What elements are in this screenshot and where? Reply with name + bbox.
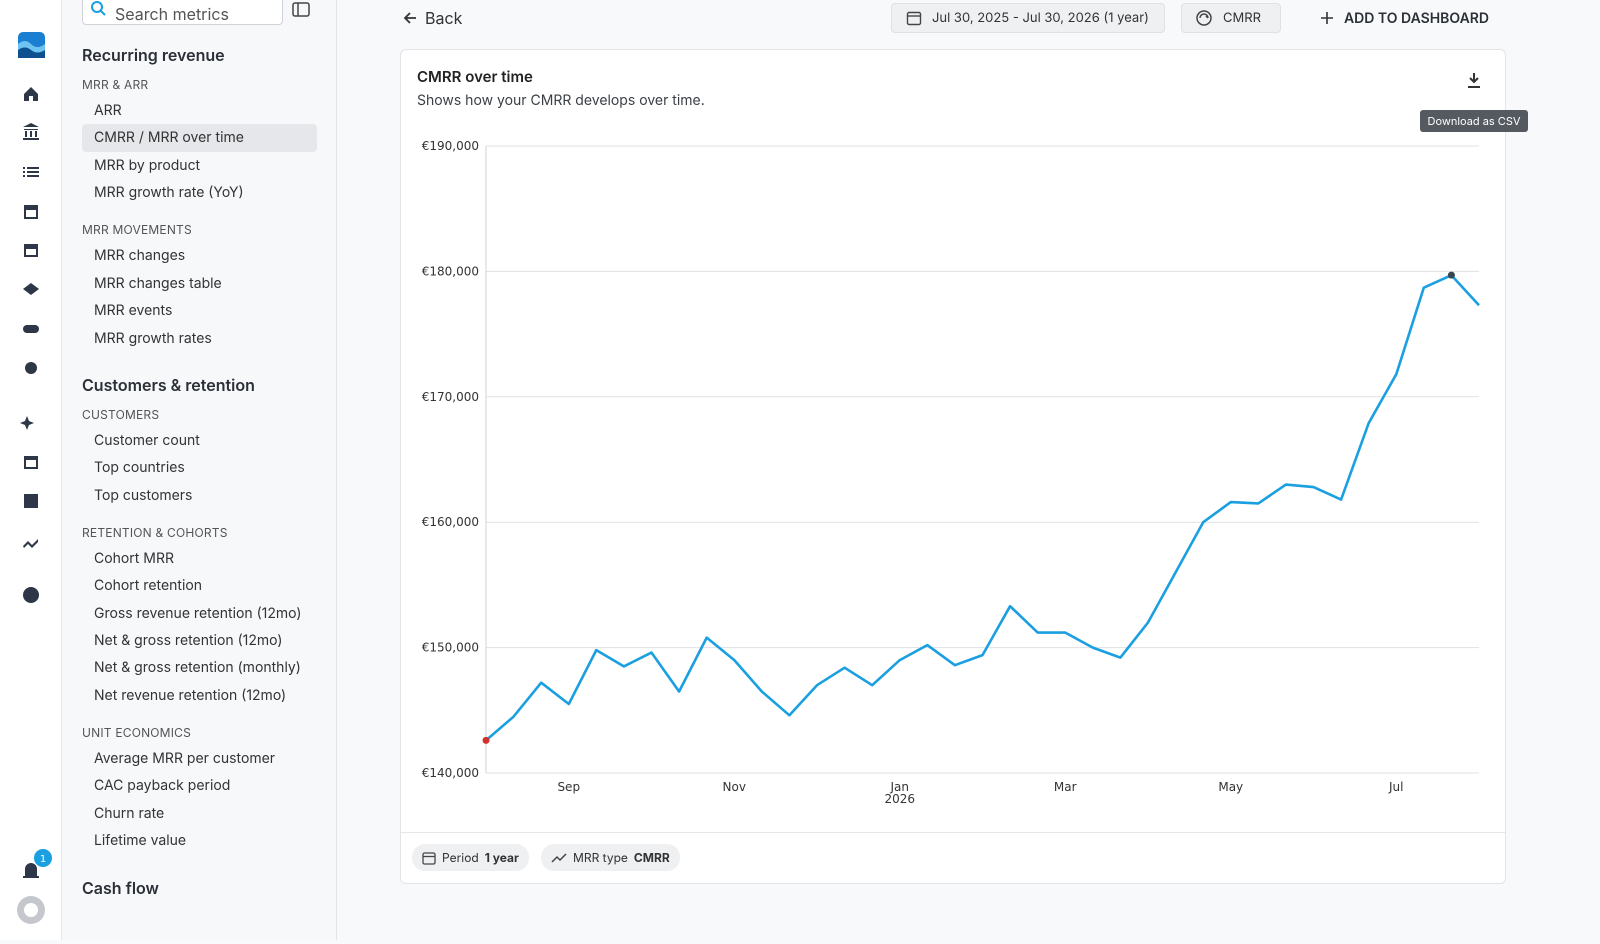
section-title: Customers & retention <box>82 374 255 395</box>
x-tick-label: Nov <box>723 780 746 794</box>
calendar-icon <box>906 11 922 26</box>
plus-icon <box>1321 12 1333 24</box>
group-title: MRR & ARR <box>82 77 149 92</box>
search-input[interactable]: Search metrics <box>82 0 283 25</box>
nav-item[interactable]: Customer count <box>94 431 200 449</box>
icon-rail: 1 <box>0 0 62 940</box>
nav-item[interactable]: Churn rate <box>94 804 165 822</box>
nav-item[interactable]: MRR growth rate (YoY) <box>94 184 244 202</box>
nav-item[interactable]: Top customers <box>94 486 193 504</box>
date-range-button[interactable]: Jul 30, 2025 - Jul 30, 2026 (1 year) <box>891 3 1165 33</box>
nav-item[interactable]: Lifetime value <box>94 832 187 850</box>
nav-item[interactable]: Gross revenue retention (12mo) <box>94 604 302 622</box>
nav-item[interactable]: Net & gross retention (12mo) <box>94 632 283 650</box>
mrr-type-chip[interactable]: MRR type CMRR <box>541 844 680 871</box>
nav-item[interactable]: Average MRR per customer <box>94 750 276 768</box>
line-chart: €140,000 €150,000 €160,000 €170,000 €180,000… <box>422 139 1480 806</box>
group-title: MRR MOVEMENTS <box>82 222 192 238</box>
sidebar-toggle[interactable] <box>292 2 310 18</box>
y-tick-label: €160,000 <box>422 515 479 529</box>
date-range: Jul 30, 2025 - Jul 30, 2026 (1 year) <box>932 10 1149 26</box>
nav-item[interactable]: Cohort MRR <box>94 549 174 567</box>
max-marker <box>1447 271 1455 279</box>
nav-item[interactable]: MRR growth rates <box>94 329 212 347</box>
nav-item[interactable]: Net & gross retention (monthly) <box>94 659 301 677</box>
x-tick-label: May <box>1218 780 1243 794</box>
period-label: Period <box>442 850 479 865</box>
group-title: CUSTOMERS <box>82 406 160 422</box>
start-marker <box>482 736 490 744</box>
cmrr-line <box>485 273 1480 742</box>
x-tick-label: Jan <box>890 780 910 794</box>
download-button[interactable] <box>1466 72 1482 90</box>
y-tick-label: €150,000 <box>422 641 479 655</box>
avatar-head <box>24 903 38 917</box>
mrr-type-label: MRR type <box>573 850 628 865</box>
nav-item[interactable]: MRR events <box>94 302 173 320</box>
back-label: Back <box>425 8 463 28</box>
rail-icons: 1 <box>17 32 52 924</box>
nav-icons[interactable] <box>20 87 39 878</box>
add-to-dashboard[interactable]: ADD TO DASHBOARD <box>1320 8 1489 28</box>
nav-item[interactable]: Net revenue retention (12mo) <box>94 686 287 704</box>
refresh-icon <box>1196 10 1212 26</box>
group-title: RETENTION & COHORTS <box>82 524 228 540</box>
add-label: ADD TO DASHBOARD <box>1344 9 1490 27</box>
x-year-label: 2026 <box>884 792 915 806</box>
section-title: Cash flow <box>82 877 159 898</box>
notification-count: 1 <box>40 854 46 865</box>
nav-item[interactable]: ARR <box>94 102 122 119</box>
chart-title: CMRR over time <box>417 67 533 86</box>
logo <box>18 32 45 58</box>
notification-badge <box>34 849 52 867</box>
x-tick-label: Sep <box>557 780 580 794</box>
x-tick-label: Jul <box>1388 780 1403 794</box>
period-chip[interactable]: Period 1 year <box>412 844 529 871</box>
nav-item[interactable]: Cohort retention <box>94 577 203 595</box>
nav-item[interactable]: MRR changes table <box>94 274 222 292</box>
group-title: UNIT ECONOMICS <box>82 725 192 741</box>
nav-item[interactable]: Top countries <box>94 459 185 477</box>
calendar-icon <box>422 851 436 865</box>
back-arrow <box>403 12 416 24</box>
trend-icon <box>551 852 567 863</box>
sidebar: Search metrics Recurring revenue MRR & AR… <box>62 0 337 940</box>
nav-item[interactable]: CAC payback period <box>94 777 231 795</box>
metric-nav: Recurring revenue MRR & ARR ARR CMRR / MRR … <box>62 38 336 905</box>
mrr-type-button[interactable]: CMRR <box>1181 3 1281 33</box>
y-tick-label: €140,000 <box>422 766 479 780</box>
y-tick-label: €170,000 <box>422 390 479 404</box>
search-icon <box>91 1 106 16</box>
nav-item[interactable]: MRR by product <box>94 156 201 174</box>
download-tooltip: Download as CSV <box>1420 110 1528 132</box>
period-value: 1 year <box>484 850 519 865</box>
y-tick-label: €180,000 <box>422 264 479 278</box>
section-title: Recurring revenue <box>82 45 225 65</box>
chart-card: CMRR over time Shows how your CMRR devel… <box>400 49 1506 884</box>
mrr-type-value: CMRR <box>633 850 670 865</box>
x-tick-label: Mar <box>1054 780 1077 794</box>
nav-item[interactable]: CMRR / MRR over time <box>82 124 317 152</box>
y-tick-label: €190,000 <box>422 139 479 153</box>
back-button[interactable]: Back <box>403 8 462 28</box>
chart-subtitle: Shows how your CMRR develops over time. <box>417 92 705 109</box>
mrr-type: CMRR <box>1223 10 1261 26</box>
nav-item[interactable]: MRR changes <box>94 247 186 265</box>
footer-divider <box>401 832 1505 833</box>
